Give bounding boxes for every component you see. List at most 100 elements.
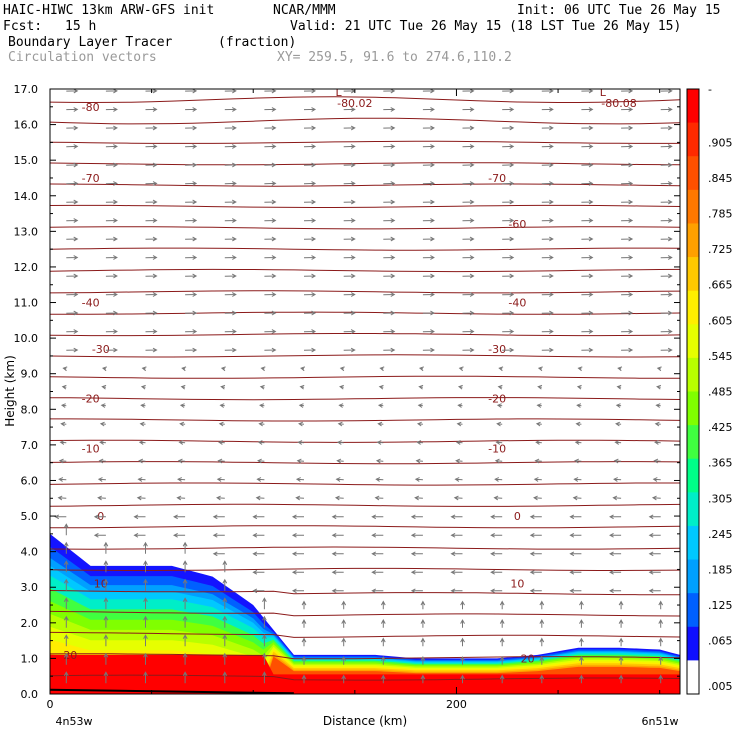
vector-arrow bbox=[454, 477, 463, 482]
vector-arrow bbox=[264, 125, 277, 131]
vector-arrow bbox=[569, 551, 582, 557]
vector-arrow bbox=[621, 199, 634, 205]
vector-arrow bbox=[341, 637, 347, 647]
vector-arrow bbox=[66, 292, 79, 297]
vector-arrow bbox=[414, 495, 423, 501]
tracer-fill bbox=[50, 533, 680, 694]
vector-arrow bbox=[417, 403, 423, 408]
vector-arrow bbox=[660, 162, 673, 168]
vector-arrow bbox=[383, 218, 396, 223]
contour-line bbox=[50, 525, 680, 529]
vector-arrow bbox=[541, 181, 554, 186]
vector-arrow bbox=[291, 551, 304, 557]
vector-arrow bbox=[145, 218, 158, 223]
vector-arrow bbox=[145, 292, 158, 297]
vector-arrow bbox=[581, 107, 594, 112]
colorbar-frame bbox=[686, 88, 700, 695]
vector-arrow bbox=[383, 181, 396, 186]
vector-arrow bbox=[614, 440, 622, 445]
vector-arrow bbox=[660, 199, 673, 205]
vector-arrow bbox=[66, 107, 79, 112]
vector-arrow bbox=[581, 273, 594, 279]
y-tick-label: 4.0 bbox=[21, 546, 39, 559]
vector-arrow bbox=[252, 551, 265, 557]
vector-arrow bbox=[658, 600, 664, 610]
vector-arrow bbox=[262, 634, 267, 647]
vector-arrow bbox=[185, 347, 198, 353]
vector-arrow bbox=[541, 310, 554, 316]
vector-arrow bbox=[224, 310, 237, 316]
colorbar-label: .485 bbox=[708, 386, 733, 399]
vector-arrow bbox=[303, 218, 317, 223]
vector-arrow bbox=[539, 600, 545, 610]
y-tick-label: 8.0 bbox=[21, 403, 39, 416]
vector-arrow bbox=[303, 125, 317, 131]
vector-arrow bbox=[660, 218, 673, 223]
vector-arrow bbox=[660, 310, 673, 316]
vector-arrow bbox=[371, 569, 384, 575]
colorbar-label: .305 bbox=[708, 492, 733, 505]
vector-arrow bbox=[145, 310, 158, 316]
vector-arrow bbox=[537, 366, 543, 372]
vector-arrow bbox=[224, 329, 237, 334]
vector-arrow bbox=[618, 600, 624, 610]
vector-arrow bbox=[529, 532, 542, 538]
vector-arrow bbox=[173, 532, 186, 538]
vector-arrow bbox=[535, 421, 542, 427]
vector-arrow bbox=[343, 236, 356, 242]
vector-arrow bbox=[575, 421, 582, 427]
vector-arrow bbox=[457, 403, 463, 408]
vector-arrow bbox=[420, 656, 426, 665]
vector-arrow bbox=[331, 588, 344, 594]
vector-arrow bbox=[105, 89, 118, 94]
vector-arrow bbox=[66, 218, 79, 223]
colorbar-swatch bbox=[687, 290, 699, 325]
tracer-fill-core bbox=[50, 654, 680, 694]
vector-arrow bbox=[264, 199, 277, 205]
vector-arrow bbox=[383, 162, 396, 168]
vector-arrow bbox=[529, 551, 542, 557]
vector-arrow bbox=[182, 634, 188, 647]
vector-arrow bbox=[264, 144, 277, 149]
vector-arrow bbox=[341, 656, 347, 665]
x-end-label: 6n51w bbox=[642, 715, 679, 728]
vector-arrow bbox=[533, 477, 542, 482]
vector-arrow bbox=[182, 652, 188, 665]
vector-arrow bbox=[374, 495, 384, 501]
vector-arrow bbox=[224, 89, 237, 94]
vector-arrow bbox=[66, 89, 79, 94]
vector-arrow bbox=[224, 107, 237, 112]
vector-arrow bbox=[502, 144, 515, 149]
vector-arrow bbox=[621, 107, 634, 112]
vector-arrow bbox=[103, 615, 109, 628]
vector-arrow bbox=[569, 532, 582, 538]
vector-arrow bbox=[422, 255, 435, 260]
vector-arrow bbox=[224, 236, 237, 242]
vector-arrow bbox=[422, 292, 435, 297]
contour-line bbox=[50, 268, 680, 273]
vector-arrow bbox=[576, 403, 582, 408]
vector-arrow bbox=[140, 403, 146, 408]
vector-arrow bbox=[264, 310, 277, 316]
vector-arrow bbox=[105, 107, 118, 112]
vector-arrow bbox=[264, 107, 277, 112]
colorbar-swatch bbox=[687, 89, 699, 124]
colorbar-swatch bbox=[687, 525, 699, 561]
vector-arrow bbox=[462, 292, 475, 297]
vector-arrow bbox=[456, 421, 463, 427]
vector-arrow bbox=[410, 588, 423, 594]
vector-arrow bbox=[58, 458, 67, 464]
vector-arrow bbox=[496, 403, 503, 408]
vector-arrow bbox=[140, 384, 146, 390]
vector-arrow bbox=[618, 637, 624, 647]
vector-arrow bbox=[303, 255, 317, 260]
vector-arrow bbox=[173, 514, 186, 520]
vector-arrow bbox=[541, 255, 554, 260]
vector-arrow bbox=[535, 440, 542, 445]
vector-arrow bbox=[422, 162, 435, 168]
vector-arrow bbox=[105, 273, 118, 279]
vector-arrow bbox=[581, 292, 594, 297]
vector-arrow bbox=[63, 652, 69, 665]
vector-arrow bbox=[145, 107, 158, 112]
